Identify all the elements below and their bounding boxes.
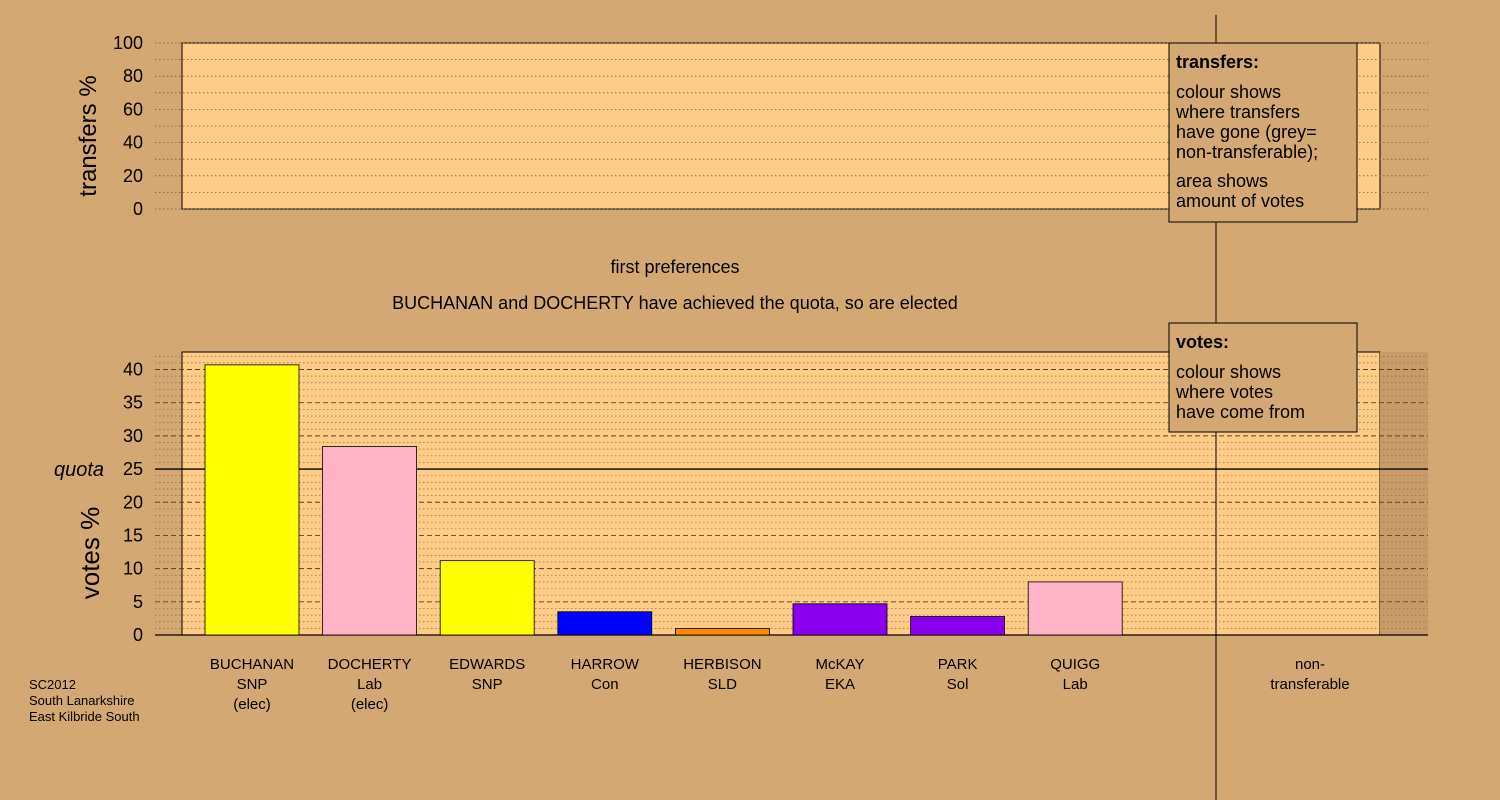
y-tick-label: 25 — [123, 459, 143, 479]
election-footer: SC2012 South Lanarkshire East Kilbride S… — [29, 677, 140, 724]
votes-y-ticks: 0 5 10 15 20 25 30 35 40 — [123, 360, 143, 646]
bar-buchanan — [204, 364, 300, 636]
y-tick-label: 80 — [123, 66, 143, 86]
footer-ward: East Kilbride South — [29, 709, 140, 724]
y-tick-label: 40 — [123, 360, 143, 380]
transfers-legend-box — [1168, 42, 1358, 223]
quota-label: quota — [54, 459, 104, 481]
votes-legend: votes: colour shows where votes have com… — [1168, 322, 1358, 433]
bar-mckay — [792, 603, 888, 636]
bar-park — [910, 616, 1005, 636]
candidate-party: Sol — [947, 676, 969, 693]
candidate-labels: BUCHANAN SNP (elec) DOCHERTY Lab (elec) EDWARD… — [210, 656, 1100, 713]
y-tick-label: 15 — [123, 525, 143, 545]
candidate-name: HARROW — [571, 656, 640, 673]
nontransferable-shade — [1380, 352, 1428, 635]
transfers-y-axis-label: transfers % — [75, 75, 102, 196]
candidate-name: QUIGG — [1050, 656, 1100, 673]
votes-legend-line: have come from — [1176, 402, 1305, 422]
transfers-legend-title: transfers: — [1176, 52, 1259, 72]
votes-legend-line: colour shows — [1176, 362, 1281, 382]
y-tick-label: 20 — [123, 166, 143, 186]
y-tick-label: 20 — [123, 492, 143, 512]
y-tick-label: 0 — [133, 199, 143, 219]
bar-harrow — [557, 611, 653, 636]
y-tick-label: 5 — [133, 592, 143, 612]
candidate-party: SNP — [237, 676, 268, 693]
candidate-name: DOCHERTY — [328, 656, 412, 673]
bar-herbison — [675, 627, 770, 636]
status-message: BUCHANAN and DOCHERTY have achieved the … — [392, 293, 958, 313]
transfers-legend-line: where transfers — [1175, 102, 1300, 122]
transfers-legend: transfers: colour shows where transfers … — [1168, 42, 1358, 223]
candidate-party: Con — [591, 676, 619, 693]
footer-council: South Lanarkshire — [29, 693, 135, 708]
candidate-name: PARK — [938, 656, 978, 673]
bar-docherty — [322, 446, 418, 636]
votes-bars — [204, 364, 1123, 636]
candidate-status: (elec) — [233, 696, 271, 713]
candidate-party: SLD — [708, 676, 737, 693]
candidate-name: McKAY — [816, 656, 865, 673]
transfers-legend-line: have gone (grey= — [1176, 122, 1317, 142]
votes-y-axis-label: votes % — [75, 507, 105, 600]
votes-legend-line: where votes — [1175, 382, 1273, 402]
candidate-name: HERBISON — [683, 656, 761, 673]
transfers-y-ticks: 0 20 40 60 80 100 — [113, 33, 143, 219]
transfers-legend-line: amount of votes — [1176, 191, 1304, 211]
nontransferable-label-line2: transferable — [1270, 676, 1349, 693]
candidate-party: Lab — [1063, 676, 1088, 693]
bar-edwards — [439, 560, 535, 636]
candidate-party: Lab — [357, 676, 382, 693]
candidate-status: (elec) — [351, 696, 389, 713]
y-tick-label: 35 — [123, 393, 143, 413]
votes-legend-box — [1168, 322, 1358, 433]
nontransferable-label-line1: non- — [1295, 656, 1325, 673]
candidate-party: SNP — [472, 676, 503, 693]
y-tick-label: 40 — [123, 133, 143, 153]
footer-election: SC2012 — [29, 677, 76, 692]
transfers-legend-line: non-transferable); — [1176, 142, 1318, 162]
stage-title: first preferences — [610, 257, 739, 277]
y-tick-label: 10 — [123, 559, 143, 579]
candidate-name: BUCHANAN — [210, 656, 294, 673]
votes-legend-title: votes: — [1176, 332, 1229, 352]
votes-panel: 0 5 10 15 20 25 30 35 40 quota BUCHANAN SNP (elec)… — [54, 351, 1428, 713]
candidate-party: EKA — [825, 676, 855, 693]
y-tick-label: 60 — [123, 99, 143, 119]
y-tick-label: 0 — [133, 625, 143, 645]
candidate-name: EDWARDS — [449, 656, 525, 673]
transfers-legend-line: area shows — [1176, 171, 1268, 191]
y-tick-label: 100 — [113, 33, 143, 53]
y-tick-label: 30 — [123, 426, 143, 446]
transfers-legend-line: colour shows — [1176, 82, 1281, 102]
bar-quigg — [1027, 581, 1123, 636]
